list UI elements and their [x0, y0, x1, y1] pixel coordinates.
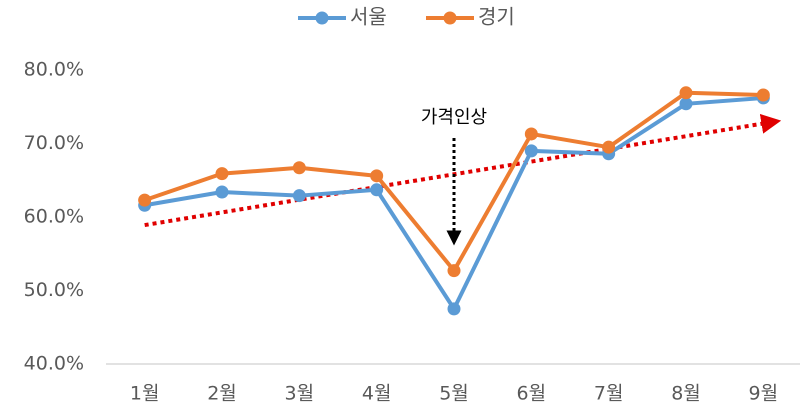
x-tick-label: 7월	[594, 383, 624, 405]
x-tick-label: 3월	[285, 383, 315, 405]
y-tick-label: 40.0%	[24, 353, 84, 375]
legend-marker	[443, 11, 457, 25]
point	[292, 189, 306, 203]
point	[602, 140, 616, 154]
point	[679, 86, 693, 100]
point	[447, 264, 461, 278]
annotation: 가격인상	[421, 107, 487, 128]
trendline	[144, 113, 782, 228]
x-tick-label: 8월	[671, 383, 701, 405]
point	[679, 97, 693, 111]
series-line	[144, 95, 764, 311]
legend-label: 서울	[350, 5, 387, 29]
point	[447, 302, 461, 316]
point	[524, 127, 538, 141]
x-tick-label: 1월	[130, 383, 160, 405]
y-tick-label: 60.0%	[24, 206, 84, 228]
x-tick-label: 2월	[207, 383, 237, 405]
point	[370, 169, 384, 183]
x-tick-label: 9월	[749, 383, 779, 405]
point	[756, 88, 770, 102]
point	[524, 144, 538, 158]
point	[138, 193, 152, 207]
legend-marker	[315, 11, 329, 25]
y-tick-label: 70.0%	[24, 132, 84, 154]
y-tick-label: 50.0%	[24, 279, 84, 301]
point	[215, 167, 229, 181]
x-tick-label: 6월	[517, 383, 547, 405]
point	[370, 183, 384, 197]
x-tick-label: 4월	[362, 383, 392, 405]
point	[292, 161, 306, 175]
y-tick-label: 80.0%	[24, 59, 84, 81]
x-tick-label: 5월	[439, 383, 469, 405]
legend-label: 경기	[478, 5, 515, 29]
point	[215, 185, 229, 199]
